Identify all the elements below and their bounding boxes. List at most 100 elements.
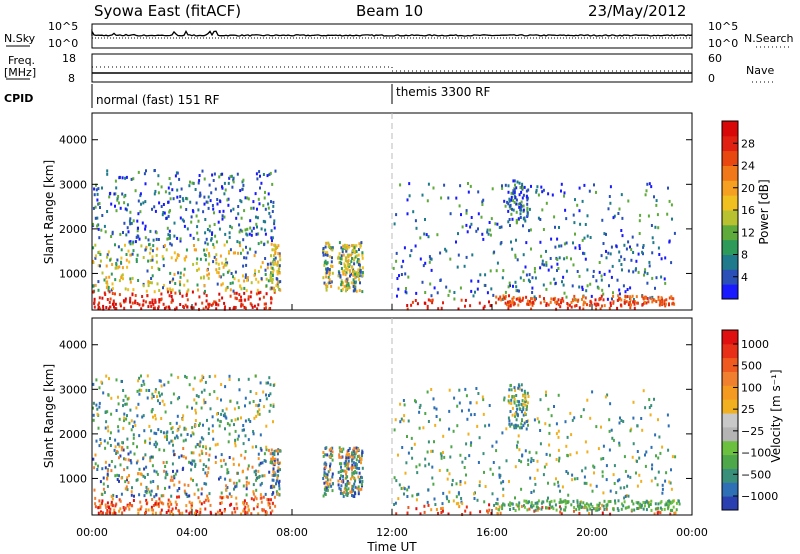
power-cell-408 xyxy=(251,305,254,309)
power-cell-509 xyxy=(163,244,166,248)
velocity-cell-1227 xyxy=(469,511,472,515)
power-cell-1151 xyxy=(498,226,501,229)
velocity-cell-1458 xyxy=(501,431,504,435)
velocity-cell-542 xyxy=(263,459,266,462)
power-cell-1826 xyxy=(522,193,525,197)
power-cell-331 xyxy=(219,254,222,258)
velocity-cell-191 xyxy=(168,441,171,445)
power-cell-471 xyxy=(214,187,217,191)
velocity-cell-1161 xyxy=(624,495,627,498)
velocity-cell-1395 xyxy=(441,506,444,510)
velocity-cell-525 xyxy=(164,465,167,468)
velocity-cell-1519 xyxy=(620,419,623,422)
velocity-cell-1377 xyxy=(638,456,641,460)
power-cell-49 xyxy=(110,202,113,206)
velocity-cell-353 xyxy=(195,483,198,487)
velocity-cell-709 xyxy=(108,506,110,510)
velocity-cell-1781 xyxy=(639,505,642,509)
power-cell-297 xyxy=(178,289,181,293)
velocity-cell-744 xyxy=(116,478,119,481)
power-cell-1316 xyxy=(431,301,434,305)
velocity-cell-199 xyxy=(267,498,270,502)
power-colorbar-band-11 xyxy=(722,121,738,137)
velocity-cell-277 xyxy=(171,478,174,482)
velocity-colorbar-band-11 xyxy=(722,343,738,359)
velocity-cell-501 xyxy=(130,419,133,423)
power-cell-1698 xyxy=(624,294,627,298)
power-cell-566 xyxy=(258,297,261,301)
power-cell-1801 xyxy=(518,299,521,303)
velocity-cell-527 xyxy=(245,476,248,480)
velocity-cell-170 xyxy=(269,383,272,387)
power-cell-1342 xyxy=(557,267,560,270)
velocity-cell-1252 xyxy=(478,480,481,484)
velocity-cell-263 xyxy=(218,424,221,428)
power-cell-549 xyxy=(107,250,110,254)
power-cell-1709 xyxy=(554,296,557,300)
power-cell-1288 xyxy=(648,182,651,186)
velocity-cell-552 xyxy=(104,466,107,470)
velocity-cell-492 xyxy=(94,502,97,506)
freq-tick-top: 18 xyxy=(62,52,76,65)
velocity-cell-1398 xyxy=(632,442,635,446)
velocity-cell-192 xyxy=(119,499,122,503)
velocity-cell-1222 xyxy=(433,497,436,501)
power-cell-33 xyxy=(197,208,200,212)
power-cell-1355 xyxy=(655,203,658,207)
velocity-cell-1126 xyxy=(352,475,355,479)
power-cell-693 xyxy=(124,299,127,303)
power-cell-715 xyxy=(160,205,163,208)
velocity-cell-824 xyxy=(122,398,125,402)
power-cell-1697 xyxy=(629,295,632,299)
velocity-cell-331 xyxy=(204,380,207,384)
power-cell-1876 xyxy=(513,188,516,192)
velocity-cell-787 xyxy=(192,432,195,436)
power-cell-109 xyxy=(216,198,219,201)
power-cell-1755 xyxy=(619,303,622,307)
velocity-cell-700 xyxy=(252,400,255,403)
power-cell-204 xyxy=(244,275,247,279)
velocity-cell-477 xyxy=(129,459,132,463)
velocity-cell-1371 xyxy=(642,389,645,393)
power-cell-1762 xyxy=(659,301,662,305)
power-cell-1385 xyxy=(630,248,633,251)
power-cell-712 xyxy=(269,215,272,219)
velocity-cell-1030 xyxy=(345,456,348,460)
velocity-cell-431 xyxy=(204,471,207,475)
velocity-cell-182 xyxy=(244,505,247,509)
velocity-cell-609 xyxy=(185,504,188,508)
power-cell-1705 xyxy=(650,297,653,301)
velocity-cell-1691 xyxy=(660,500,663,504)
power-cell-1819 xyxy=(513,179,516,183)
velocity-cell-194 xyxy=(167,380,170,384)
velocity-cell-213 xyxy=(257,452,260,456)
power-cell-500 xyxy=(111,302,114,306)
power-colorbar-band-6 xyxy=(722,195,738,211)
velocity-cell-1404 xyxy=(419,403,422,407)
velocity-cell-1311 xyxy=(618,441,621,445)
velocity-cell-156 xyxy=(104,503,107,507)
velocity-cell-648 xyxy=(182,447,185,450)
velocity-cell-811 xyxy=(269,403,272,407)
velocity-cell-1533 xyxy=(435,407,438,411)
power-cell-1756 xyxy=(588,303,591,307)
power-cell-483 xyxy=(129,217,132,221)
velocity-cell-465 xyxy=(166,435,168,438)
power-cell-800 xyxy=(217,220,220,224)
velocity-cell-368 xyxy=(92,406,94,410)
velocity-cell-315 xyxy=(138,467,141,471)
power-cell-1863 xyxy=(526,213,529,217)
velocity-cell-71 xyxy=(198,444,201,448)
power-cell-763 xyxy=(167,214,170,218)
velocity-cell-1562 xyxy=(456,424,459,428)
velocity-cell-1450 xyxy=(424,464,427,468)
velocity-cell-68 xyxy=(192,387,195,391)
velocity-cell-1625 xyxy=(594,508,597,512)
velocity-cell-1345 xyxy=(464,509,467,513)
velocity-cell-715 xyxy=(201,451,204,455)
velocity-cell-210 xyxy=(117,395,119,399)
velocity-cell-1581 xyxy=(461,502,464,506)
power-cell-1736 xyxy=(511,301,514,304)
power-cell-1015 xyxy=(340,280,343,284)
velocity-cell-1852 xyxy=(522,402,525,406)
